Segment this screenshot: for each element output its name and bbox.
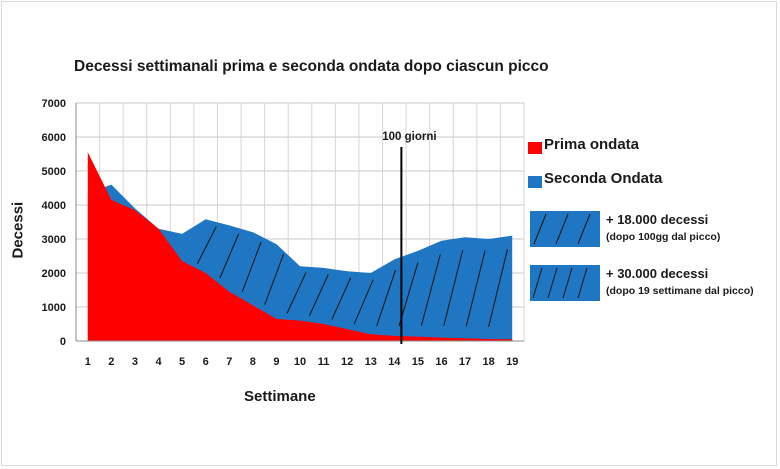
x-tick-label: 17	[459, 356, 471, 368]
series-area-prima	[87, 152, 513, 341]
x-tick-label: 9	[273, 356, 279, 368]
hatch-stroke	[264, 254, 285, 305]
legend-swatch-prima	[528, 142, 542, 154]
x-axis-label: Settimane	[244, 388, 316, 405]
x-tick-label: 6	[203, 356, 209, 368]
hatch-stroke	[443, 250, 464, 326]
x-tick-label: 14	[388, 356, 401, 368]
y-tick-label: 2000	[42, 268, 66, 280]
x-tick-label: 8	[250, 356, 256, 368]
hatch-stroke	[219, 233, 240, 279]
x-tick-label: 16	[435, 356, 447, 368]
hatch-stroke	[286, 272, 307, 314]
hatch-stroke	[353, 279, 374, 325]
x-tick-label: 5	[179, 356, 185, 368]
x-tick-label: 11	[318, 356, 330, 368]
hatch-note-2-subtitle: (dopo 19 settimane dal picco)	[606, 285, 754, 297]
x-tick-label: 19	[506, 356, 518, 368]
y-tick-label: 7000	[42, 98, 66, 110]
y-tick-label: 0	[60, 336, 66, 348]
hatch-stroke	[465, 250, 486, 327]
hatch-stroke	[420, 254, 441, 326]
y-tick-label: 5000	[42, 166, 66, 178]
hatch-stroke	[331, 277, 352, 320]
x-tick-label: 18	[483, 356, 495, 368]
y-tick-label: 1000	[42, 302, 66, 314]
x-tick-label: 4	[155, 356, 162, 368]
x-tick-label: 1	[85, 356, 91, 368]
hatch-stroke	[241, 241, 262, 293]
x-tick-label: 7	[226, 356, 232, 368]
x-tick-label: 15	[412, 356, 424, 368]
hatch-stroke	[488, 249, 509, 327]
x-tick-label: 12	[341, 356, 353, 368]
legend-label-prima: Prima ondata	[544, 136, 640, 153]
hatch-note-2-title: + 30.000 decessi	[606, 266, 709, 281]
y-tick-label: 6000	[42, 132, 66, 144]
y-tick-label: 3000	[42, 234, 66, 246]
x-tick-label: 3	[132, 356, 138, 368]
y-tick-label: 4000	[42, 200, 66, 212]
hatch-stroke	[308, 274, 329, 316]
hatch-stroke	[196, 226, 217, 264]
annotation-label: 100 giorni	[382, 131, 436, 143]
x-tick-label: 13	[365, 356, 377, 368]
x-tick-label: 10	[294, 356, 306, 368]
chart-title: Decessi settimanali prima e seconda onda…	[74, 58, 549, 75]
x-tick-label: 2	[108, 356, 114, 368]
legend-swatch-seconda	[528, 176, 542, 188]
hatch-stroke	[376, 270, 397, 327]
hatch-note-1-title: + 18.000 decessi	[606, 212, 709, 227]
hatch-note-1-subtitle: (dopo 100gg dal picco)	[606, 231, 721, 243]
legend-label-seconda: Seconda Ondata	[544, 170, 663, 187]
